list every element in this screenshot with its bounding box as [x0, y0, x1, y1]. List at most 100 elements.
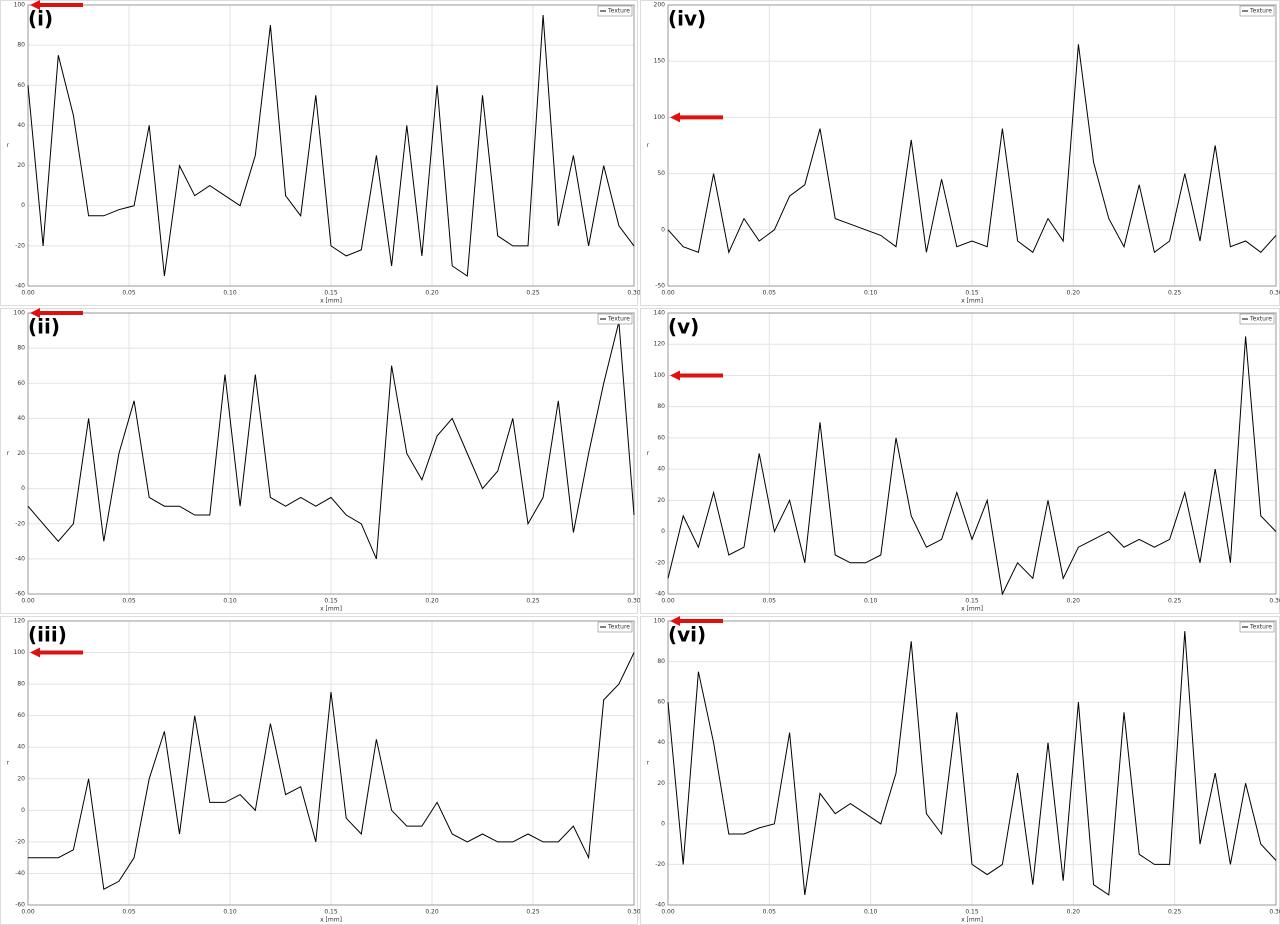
x-tick-label: 0.30 [1269, 290, 1280, 297]
reference-arrow [30, 647, 83, 658]
y-axis-label: r [7, 760, 10, 767]
x-tick-label: 0.15 [965, 290, 979, 297]
y-axis-label: r [647, 142, 650, 149]
y-tick-label: 20 [657, 780, 665, 787]
y-tick-label: 40 [657, 466, 665, 473]
panel-label: (v) [668, 315, 699, 339]
legend-label: Texture [607, 624, 630, 631]
y-tick-label: -60 [15, 591, 25, 598]
y-tick-label: 200 [654, 2, 666, 9]
y-tick-label: 60 [657, 434, 665, 441]
y-tick-label: 80 [17, 42, 25, 49]
y-tick-label: 60 [657, 699, 665, 706]
data-line [28, 652, 635, 890]
x-tick-label: 0.20 [425, 598, 439, 605]
y-tick-label: -20 [15, 520, 25, 527]
x-tick-label: 0.20 [425, 290, 439, 297]
x-tick-label: 0.15 [965, 909, 979, 916]
y-tick-label: 0 [21, 807, 25, 814]
panel-label: (iii) [28, 623, 67, 647]
panel-border [0, 0, 638, 306]
y-tick-label: 20 [17, 162, 25, 169]
x-tick-label: 0.20 [425, 909, 439, 916]
y-tick-label: 80 [17, 681, 25, 688]
plot-frame [27, 4, 635, 287]
data-line [27, 14, 635, 277]
y-tick-label: 100 [14, 2, 26, 9]
panel-label: (ii) [28, 315, 60, 339]
y-tick-label: 40 [17, 122, 25, 129]
x-axis-label: x [mm] [320, 606, 342, 613]
plot-frame [667, 312, 1277, 595]
x-tick-label: 0.10 [223, 598, 237, 605]
x-tick-label: 0.00 [661, 909, 675, 916]
x-tick-label: 0.15 [324, 290, 338, 297]
y-tick-label: -40 [15, 870, 25, 877]
y-tick-label: -20 [15, 838, 25, 845]
x-tick-label: 0.10 [864, 290, 878, 297]
x-tick-label: 0.05 [122, 909, 136, 916]
x-tick-label: 0.20 [1067, 598, 1081, 605]
x-tick-label: 0.15 [324, 909, 338, 916]
y-tick-label: -50 [655, 283, 665, 290]
x-tick-label: 0.05 [763, 290, 777, 297]
x-tick-label: 0.25 [526, 598, 540, 605]
x-tick-label: 0.30 [627, 909, 641, 916]
panel-label: (i) [28, 7, 53, 31]
y-tick-label: -60 [15, 902, 25, 909]
y-tick-label: 100 [654, 372, 666, 379]
panel-label: (iv) [668, 7, 706, 31]
y-tick-label: 50 [657, 170, 665, 177]
x-tick-label: 0.25 [1168, 290, 1182, 297]
x-tick-label: 0.15 [965, 598, 979, 605]
x-tick-label: 0.00 [661, 290, 675, 297]
plot-frame [27, 312, 635, 595]
x-tick-label: 0.05 [763, 909, 777, 916]
y-tick-label: 40 [17, 415, 25, 422]
y-tick-label: 0 [21, 485, 25, 492]
y-tick-label: -40 [15, 283, 25, 290]
x-tick-label: 0.20 [1067, 290, 1081, 297]
legend-label: Texture [1249, 316, 1272, 323]
y-tick-label: 20 [17, 450, 25, 457]
legend-box [597, 621, 633, 633]
y-axis-label: r [647, 760, 650, 767]
reference-arrow [30, 0, 83, 10]
y-tick-label: 0 [661, 226, 665, 233]
x-tick-label: 0.25 [526, 290, 540, 297]
legend-box [1239, 621, 1275, 633]
x-tick-label: 0.00 [21, 290, 35, 297]
y-tick-label: 150 [654, 58, 666, 65]
x-axis-label: x [mm] [961, 298, 983, 305]
legend-label: Texture [1249, 8, 1272, 15]
y-tick-label: -20 [655, 559, 665, 566]
y-tick-label: -40 [15, 555, 25, 562]
x-tick-label: 0.05 [122, 290, 136, 297]
x-tick-label: 0.30 [1269, 909, 1280, 916]
legend-label: Texture [1249, 624, 1272, 631]
x-tick-label: 0.00 [21, 909, 35, 916]
plot-frame [27, 620, 635, 906]
legend-label: Texture [607, 316, 630, 323]
y-tick-label: 60 [17, 82, 25, 89]
y-tick-label: -40 [655, 902, 665, 909]
x-tick-label: 0.30 [627, 290, 641, 297]
y-axis-label: r [7, 142, 10, 149]
y-tick-label: 20 [17, 775, 25, 782]
reference-arrow [670, 370, 723, 381]
y-tick-label: 40 [657, 739, 665, 746]
reference-arrow [30, 308, 83, 318]
x-tick-label: 0.30 [1269, 598, 1280, 605]
x-axis-label: x [mm] [961, 917, 983, 924]
y-tick-label: 120 [14, 618, 26, 625]
y-tick-label: 80 [17, 345, 25, 352]
y-tick-label: -20 [655, 861, 665, 868]
legend-label: Texture [607, 8, 630, 15]
y-tick-label: 80 [657, 403, 665, 410]
x-tick-label: 0.00 [661, 598, 675, 605]
legend-box [597, 313, 633, 325]
reference-arrow [670, 112, 723, 123]
x-tick-label: 0.25 [1168, 598, 1182, 605]
x-axis-label: x [mm] [320, 917, 342, 924]
